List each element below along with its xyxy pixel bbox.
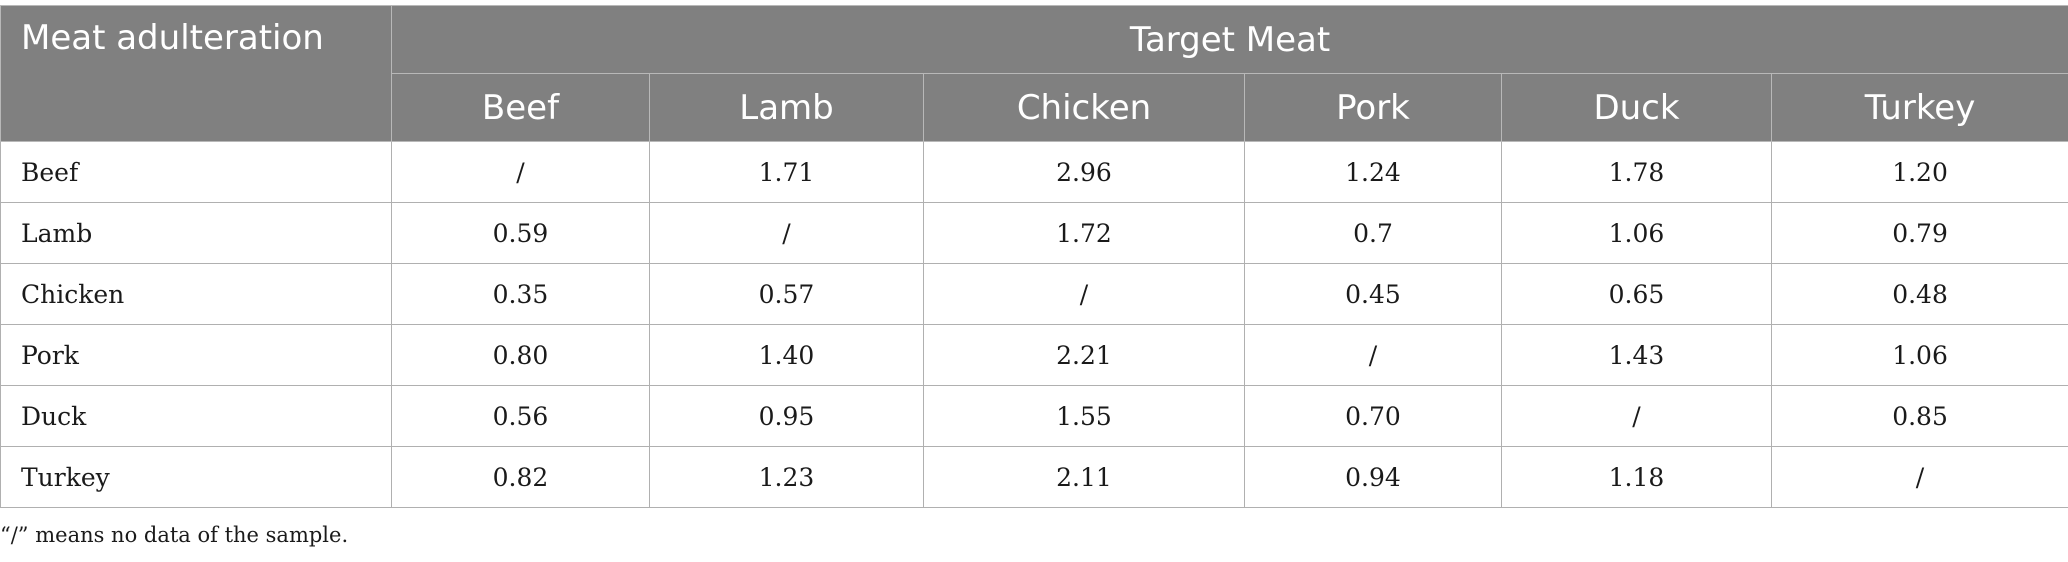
table-cell: 2.96 [923, 141, 1245, 203]
table-cell: 0.70 [1244, 385, 1502, 447]
row-label: Duck [0, 385, 392, 447]
table-container: Meat adulteration Target Meat Beef Lamb … [0, 5, 2068, 508]
table-cell: / [1770, 446, 2068, 508]
table-row: Beef / 1.71 2.96 1.24 1.78 1.20 [0, 141, 2068, 203]
table-cell: 0.56 [391, 385, 650, 447]
table-cell: / [1244, 324, 1502, 386]
table-cell: 1.20 [1770, 141, 2068, 203]
column-header-pork: Pork [1244, 73, 1502, 142]
column-header-duck: Duck [1501, 73, 1772, 142]
table-cell: / [923, 263, 1245, 325]
table-cell: 0.80 [391, 324, 650, 386]
table-cell: / [649, 202, 924, 264]
table-cell: 1.23 [649, 446, 924, 508]
row-label: Lamb [0, 202, 392, 264]
table-cell: 1.72 [923, 202, 1245, 264]
table-cell: 0.48 [1770, 263, 2068, 325]
table-cell: 2.11 [923, 446, 1245, 508]
table-cell: 1.43 [1501, 324, 1772, 386]
table-cell: 0.82 [391, 446, 650, 508]
table-cell: 0.94 [1244, 446, 1502, 508]
target-meat-header: Target Meat [390, 5, 2068, 74]
column-header-row: Beef Lamb Chicken Pork Duck Turkey [1, 73, 2068, 142]
table-cell: 1.71 [649, 141, 924, 203]
table-row: Chicken 0.35 0.57 / 0.45 0.65 0.48 [0, 263, 2068, 325]
column-header-lamb: Lamb [649, 73, 924, 142]
table-cell: / [391, 141, 650, 203]
table-cell: 0.85 [1770, 385, 2068, 447]
table-row: Lamb 0.59 / 1.72 0.7 1.06 0.79 [0, 202, 2068, 264]
table-cell: 1.06 [1770, 324, 2068, 386]
column-header-beef: Beef [391, 73, 650, 142]
target-meat-table: Meat adulteration Target Meat Beef Lamb … [0, 5, 2068, 508]
table-cell: 1.55 [923, 385, 1245, 447]
table-cell: 1.40 [649, 324, 924, 386]
table-cell: 0.65 [1501, 263, 1772, 325]
corner-header: Meat adulteration [0, 5, 392, 142]
row-label: Pork [0, 324, 392, 386]
table-row: Turkey 0.82 1.23 2.11 0.94 1.18 / [0, 446, 2068, 508]
table-cell: 1.78 [1501, 141, 1772, 203]
row-label: Chicken [0, 263, 392, 325]
table-cell: 1.06 [1501, 202, 1772, 264]
table-cell: 0.59 [391, 202, 650, 264]
table-cell: 1.18 [1501, 446, 1772, 508]
table-cell: 0.45 [1244, 263, 1502, 325]
row-label: Turkey [0, 446, 392, 508]
table-cell: 0.35 [391, 263, 650, 325]
table-cell: 2.21 [923, 324, 1245, 386]
table-row: Duck 0.56 0.95 1.55 0.70 / 0.85 [0, 385, 2068, 447]
table-cell: 0.95 [649, 385, 924, 447]
row-label: Beef [0, 141, 392, 203]
column-header-chicken: Chicken [923, 73, 1245, 142]
table-cell: / [1501, 385, 1772, 447]
table-row: Pork 0.80 1.40 2.21 / 1.43 1.06 [0, 324, 2068, 386]
table-cell: 0.79 [1770, 202, 2068, 264]
table-cell: 0.7 [1244, 202, 1502, 264]
table-cell: 0.57 [649, 263, 924, 325]
column-header-turkey: Turkey [1770, 73, 2068, 142]
table-cell: 1.24 [1244, 141, 1502, 203]
table-footnote: “/” means no data of the sample. [0, 523, 349, 547]
